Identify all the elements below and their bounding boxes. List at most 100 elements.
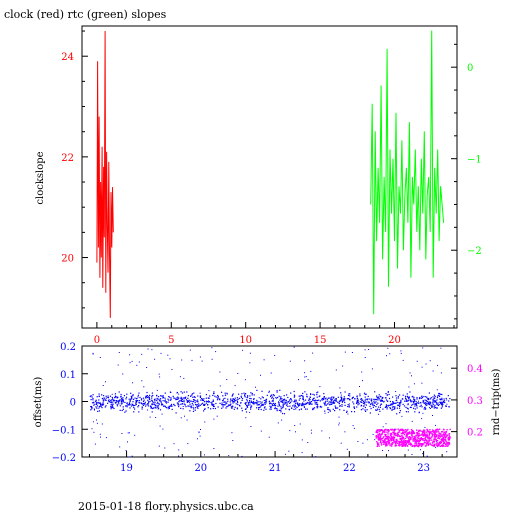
offset-point (132, 395, 134, 397)
offset-point (227, 405, 229, 407)
offset-point (218, 398, 221, 400)
offset-point (130, 392, 132, 394)
roundtrip-point (414, 437, 416, 439)
roundtrip-point (421, 433, 423, 435)
offset-point (329, 410, 331, 412)
offset-point (164, 392, 166, 394)
roundtrip-point (440, 441, 442, 443)
offset-point (296, 402, 298, 404)
offset-point (280, 409, 282, 411)
offset-point (368, 401, 370, 403)
offset-point (211, 358, 213, 360)
offset-point (338, 424, 340, 426)
offset-point (366, 439, 368, 441)
offset-point (425, 396, 427, 398)
offset-point (294, 399, 296, 401)
offset-point (344, 399, 346, 401)
roundtrip-point (404, 442, 406, 444)
roundtrip-point (401, 445, 403, 447)
offset-point (392, 401, 394, 403)
roundtrip-point (413, 438, 415, 440)
offset-point (241, 410, 243, 412)
offset-point (308, 402, 310, 404)
offset-point (119, 409, 121, 411)
roundtrip-point (438, 443, 440, 446)
offset-point (436, 407, 438, 409)
offset-point (347, 403, 349, 406)
roundtrip-point (443, 438, 445, 441)
offset-point (118, 352, 120, 353)
roundtrip-point (393, 439, 395, 441)
offset-point (120, 393, 122, 396)
offset-point (304, 391, 306, 393)
offset-point (116, 396, 118, 398)
offset-point (115, 401, 118, 403)
offset-point (373, 400, 375, 402)
offset-point (372, 406, 374, 408)
roundtrip-point (384, 433, 386, 436)
roundtrip-point (437, 437, 439, 439)
roundtrip-point (411, 432, 413, 434)
offset-point (302, 392, 304, 394)
roundtrip-point (378, 439, 380, 441)
offset-point (168, 396, 171, 398)
offset-point (334, 405, 336, 407)
offset-point (181, 398, 183, 401)
offset-point (286, 394, 288, 396)
offset-point (226, 393, 228, 395)
offset-point (306, 396, 308, 398)
offset-point (232, 398, 234, 400)
offset-point (245, 403, 247, 405)
offset-point (328, 402, 330, 404)
offset-point (262, 403, 264, 405)
offset-point (228, 455, 230, 457)
offset-point (128, 404, 130, 406)
offset-point (354, 398, 356, 400)
offset-point (209, 395, 211, 397)
offset-point (274, 355, 276, 356)
offset-point (215, 402, 217, 405)
roundtrip-point (435, 429, 437, 431)
roundtrip-point (377, 429, 379, 431)
roundtrip-point (396, 434, 398, 437)
offset-point (260, 374, 261, 376)
offset-point (253, 398, 255, 400)
offset-point (300, 408, 303, 410)
offset-point (409, 399, 411, 401)
offset-point (339, 400, 341, 403)
roundtrip-point (381, 429, 383, 431)
offset-point (129, 354, 131, 356)
offset-point (416, 405, 418, 407)
offset-point (183, 377, 185, 379)
offset-point (180, 403, 182, 405)
roundtrip-point (400, 429, 402, 431)
offset-point (272, 404, 274, 407)
offset-point (346, 410, 348, 412)
roundtrip-point (431, 429, 434, 431)
roundtrip-point (433, 435, 436, 437)
roundtrip-point (417, 445, 419, 448)
offset-point (145, 405, 147, 407)
roundtrip-point (443, 441, 445, 444)
roundtrip-point (390, 434, 392, 436)
offset-point (359, 393, 361, 395)
offset-point (221, 391, 223, 393)
roundtrip-point (426, 429, 429, 431)
offset-point (348, 405, 350, 407)
offset-point (250, 398, 252, 400)
offset-point (119, 399, 121, 401)
offset-point (309, 396, 311, 398)
roundtrip-point (420, 438, 423, 440)
roundtrip-point (404, 440, 407, 442)
offset-point (110, 408, 112, 410)
offset-point (295, 408, 297, 410)
offset-point (163, 400, 165, 402)
roundtrip-point (377, 443, 379, 446)
offset-point (289, 405, 291, 407)
offset-point (169, 358, 171, 360)
offset-point (170, 404, 172, 407)
offset-point (308, 398, 310, 400)
roundtrip-point (443, 434, 445, 436)
offset-point (102, 403, 105, 405)
roundtrip-point (418, 434, 421, 436)
